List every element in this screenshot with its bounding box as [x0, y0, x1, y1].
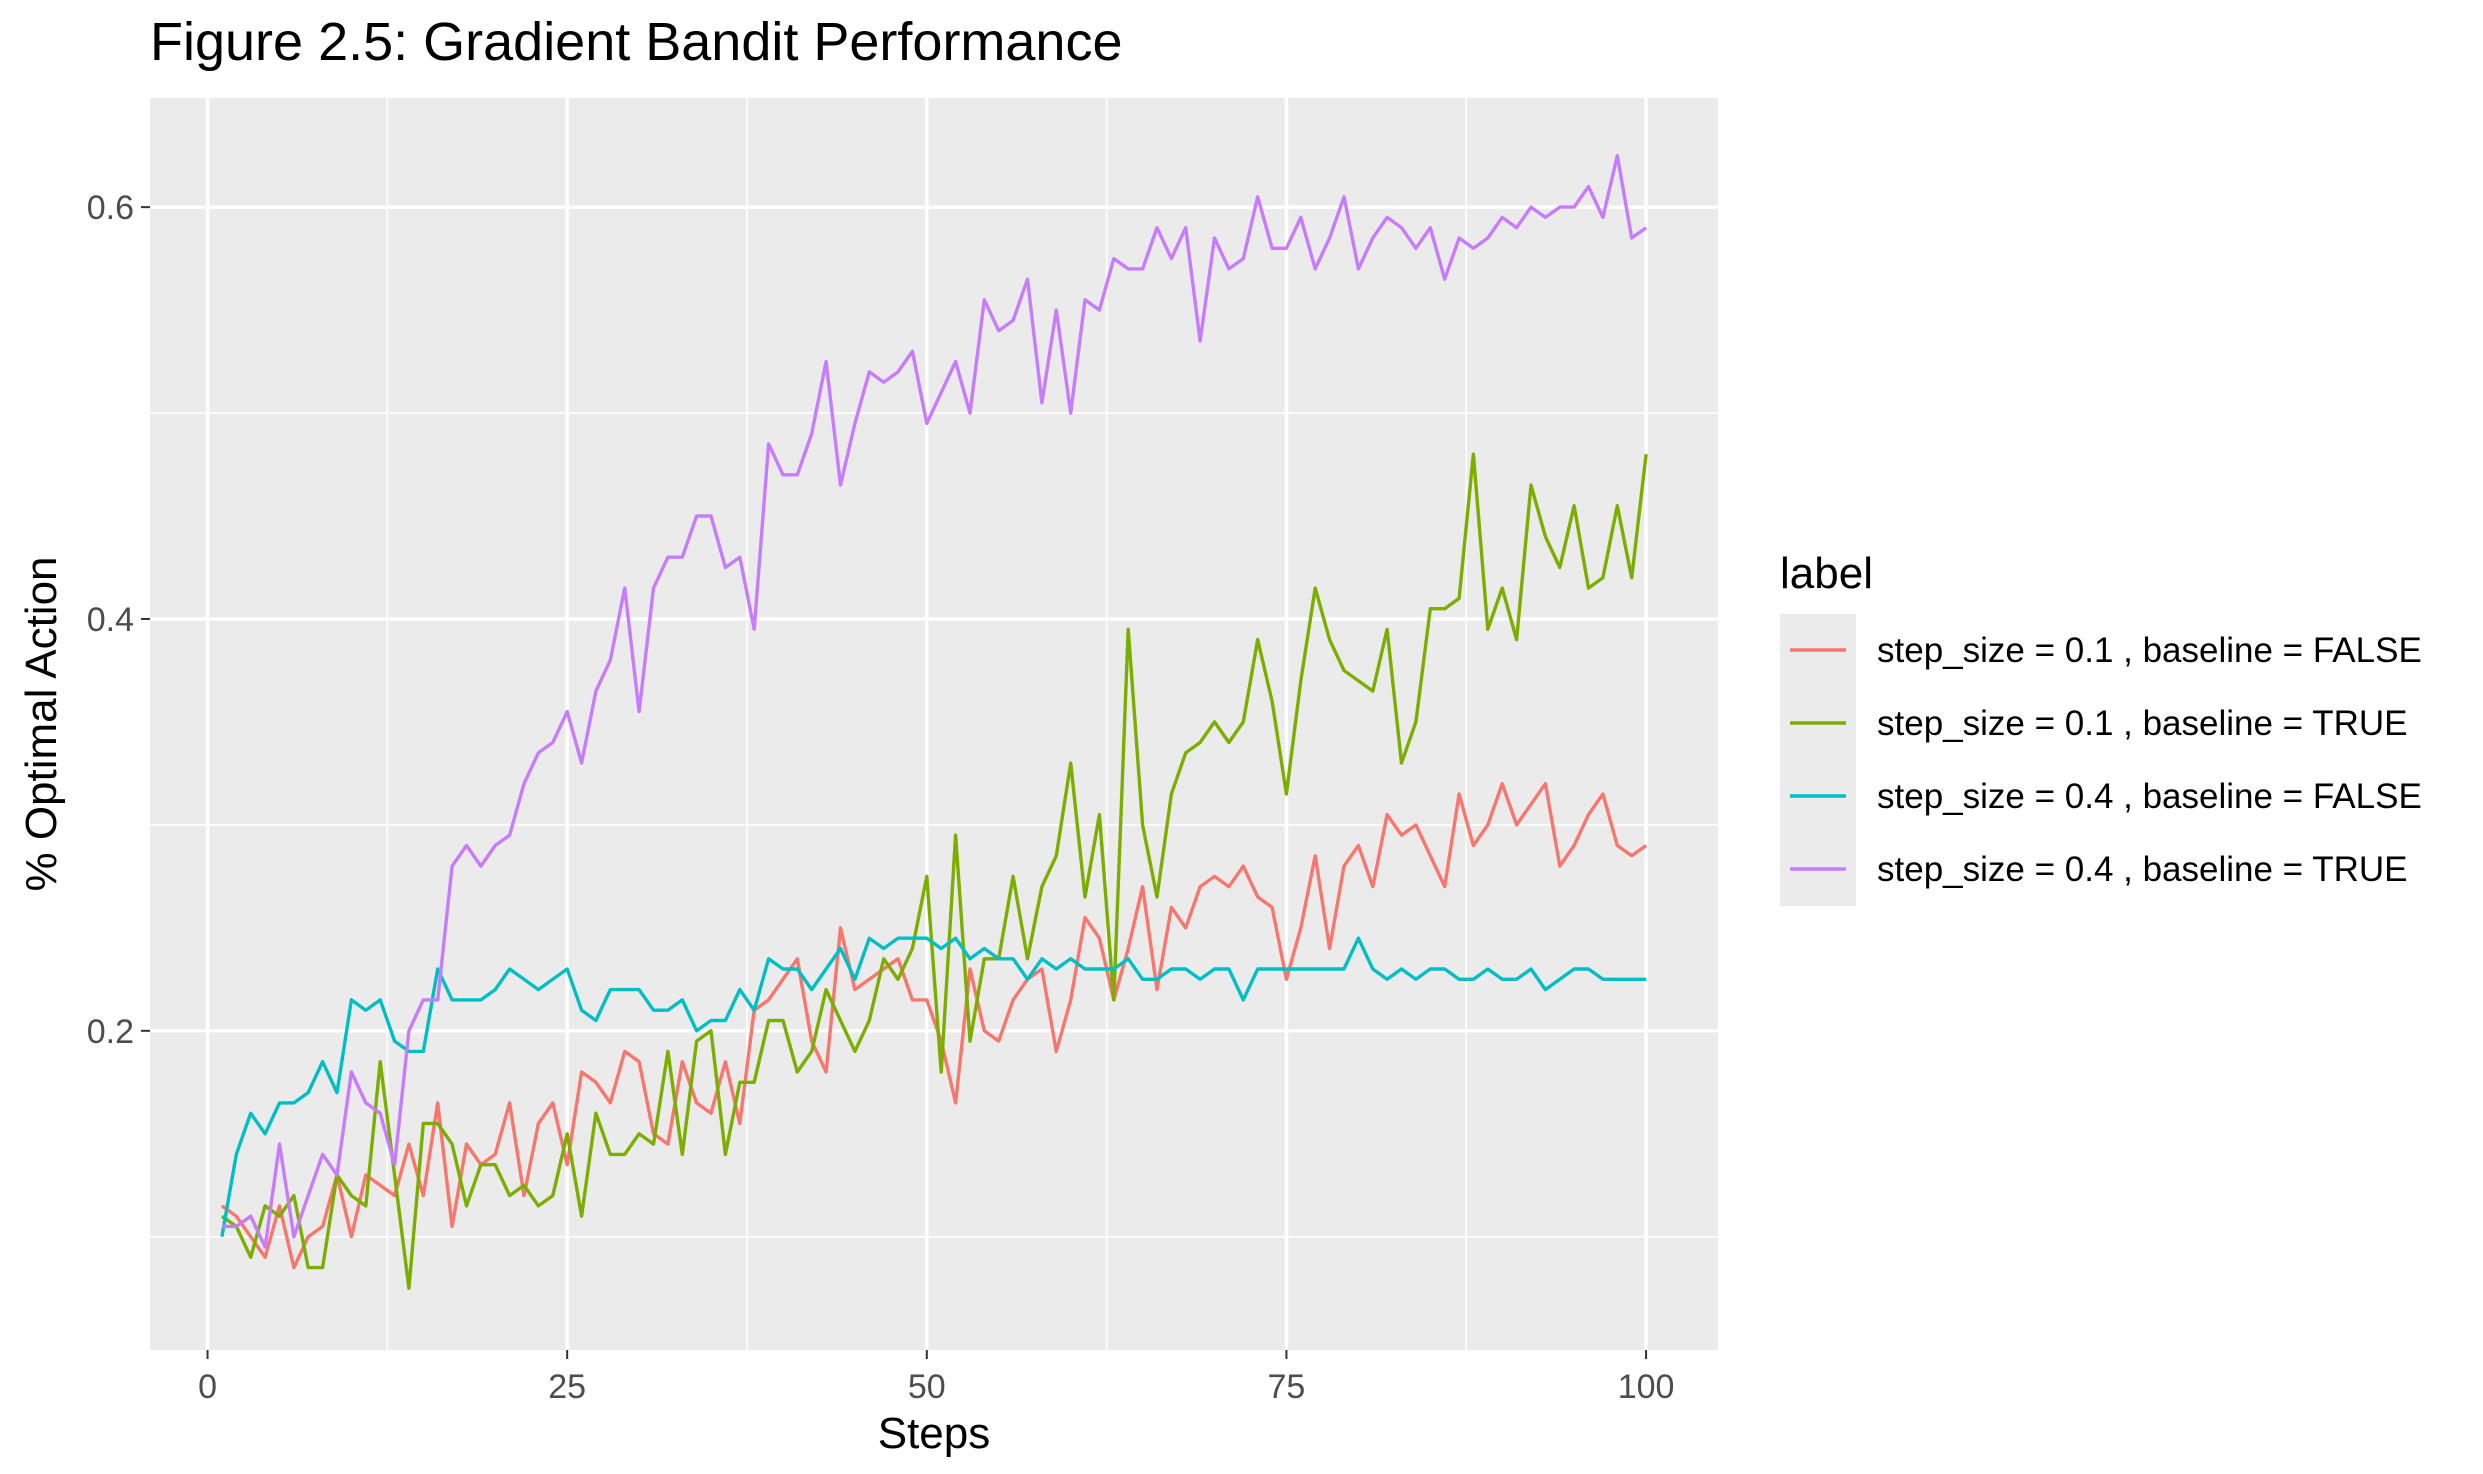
series-line: [220, 452, 1648, 1290]
legend-key-panel: [1780, 614, 1856, 906]
legend-label: step_size = 0.4 , baseline = TRUE: [1877, 850, 2408, 889]
legend-title: label: [1780, 549, 1873, 598]
x-tick-label: 100: [1618, 1368, 1675, 1406]
y-axis-title: % Optimal Action: [17, 556, 66, 891]
x-tick-label: 75: [1268, 1368, 1306, 1406]
minor-gridlines: [150, 98, 1718, 1350]
major-gridlines: [150, 98, 1718, 1350]
y-tick-label: 0.4: [87, 601, 134, 639]
legend: label step_size = 0.1 , baseline = FALSE…: [1780, 549, 2422, 906]
x-axis: 0 25 50 75 100: [198, 1350, 1674, 1406]
plot-panel: [150, 98, 1718, 1350]
chart-title: Figure 2.5: Gradient Bandit Performance: [150, 12, 1123, 72]
series-line: [220, 782, 1648, 1270]
y-tick-label: 0.6: [87, 189, 134, 227]
y-tick-label: 0.2: [87, 1013, 134, 1051]
series-lines: [220, 153, 1648, 1290]
x-axis-title: Steps: [878, 1409, 991, 1458]
y-axis: 0.2 0.4 0.6: [87, 189, 150, 1051]
series-line: [221, 153, 1648, 1249]
legend-label: step_size = 0.1 , baseline = TRUE: [1877, 704, 2408, 743]
x-tick-label: 50: [908, 1368, 946, 1406]
legend-label: step_size = 0.1 , baseline = FALSE: [1877, 631, 2422, 670]
series-line: [220, 936, 1647, 1237]
x-tick-label: 0: [198, 1368, 217, 1406]
legend-label: step_size = 0.4 , baseline = FALSE: [1877, 777, 2422, 816]
x-tick-label: 25: [548, 1368, 586, 1406]
